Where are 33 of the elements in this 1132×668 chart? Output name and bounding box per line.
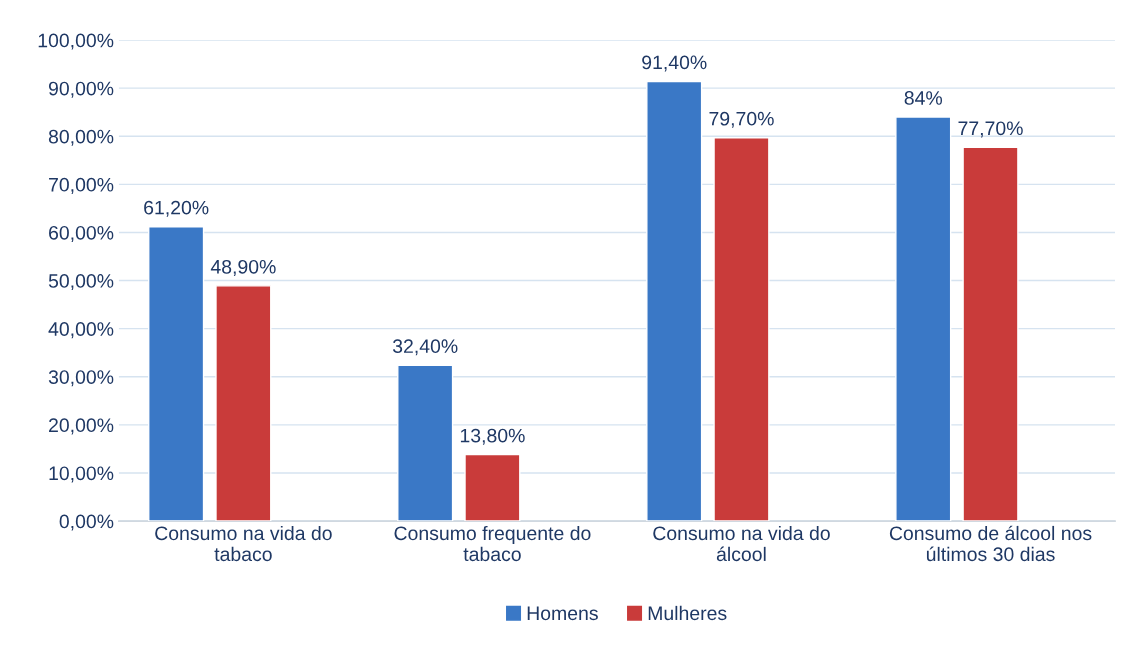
data-label: 13,80% xyxy=(460,428,525,445)
data-label: 91,40% xyxy=(642,55,707,72)
x-tick-label: Consumo na vida do tabaco xyxy=(155,525,332,562)
x-tick-label: Consumo frequente do tabaco xyxy=(394,525,591,562)
data-label: 77,70% xyxy=(958,121,1023,138)
y-tick-label: 60,00% xyxy=(49,225,114,242)
y-tick-label: 70,00% xyxy=(49,177,114,194)
y-tick-label: 0,00% xyxy=(59,514,114,531)
data-label: 79,70% xyxy=(709,111,774,128)
data-label: 61,20% xyxy=(144,200,209,217)
x-tick-label: Consumo na vida do álcool xyxy=(653,525,830,562)
legend-label: Mulheres xyxy=(648,605,727,621)
data-label: 48,90% xyxy=(210,259,276,276)
y-tick-label: 10,00% xyxy=(49,466,114,483)
bar xyxy=(713,137,770,522)
data-label: 84% xyxy=(904,91,943,105)
bar xyxy=(464,453,521,522)
bar xyxy=(962,146,1019,522)
bar xyxy=(895,116,952,522)
y-tick-label: 80,00% xyxy=(48,129,114,146)
y-tick-label: 30,00% xyxy=(48,370,114,387)
x-tick-label: Consumo de álcool nos últimos 30 dias xyxy=(889,525,1092,562)
data-label: 32,40% xyxy=(392,339,458,356)
legend-label: Homens xyxy=(527,606,598,621)
y-tick-label: 50,00% xyxy=(48,274,114,291)
bar xyxy=(148,225,205,522)
bar xyxy=(397,364,454,522)
y-tick-label: 90,00% xyxy=(48,81,114,98)
y-tick-label: 40,00% xyxy=(48,322,114,339)
bar xyxy=(215,285,272,522)
y-tick-label: 100,00% xyxy=(38,33,114,50)
bar xyxy=(646,80,703,522)
y-tick-label: 20,00% xyxy=(49,418,114,435)
